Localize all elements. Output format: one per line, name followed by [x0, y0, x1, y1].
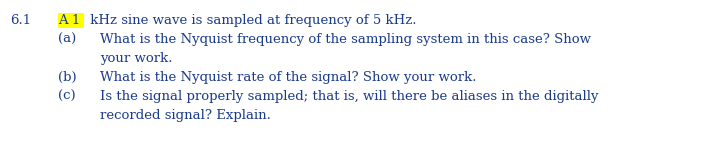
Text: A 1: A 1: [58, 14, 80, 27]
Text: (c): (c): [58, 90, 75, 103]
Text: kHz sine wave is sampled at frequency of 5 kHz.: kHz sine wave is sampled at frequency of…: [86, 14, 417, 27]
Text: 6.1: 6.1: [10, 14, 31, 27]
Text: (a): (a): [58, 33, 76, 46]
Text: (b): (b): [58, 71, 77, 84]
Text: recorded signal? Explain.: recorded signal? Explain.: [100, 109, 271, 122]
Text: Is the signal properly sampled; that is, will there be aliases in the digitally: Is the signal properly sampled; that is,…: [100, 90, 599, 103]
Text: What is the Nyquist rate of the signal? Show your work.: What is the Nyquist rate of the signal? …: [100, 71, 476, 84]
Text: What is the Nyquist frequency of the sampling system in this case? Show: What is the Nyquist frequency of the sam…: [100, 33, 591, 46]
Text: your work.: your work.: [100, 52, 172, 65]
